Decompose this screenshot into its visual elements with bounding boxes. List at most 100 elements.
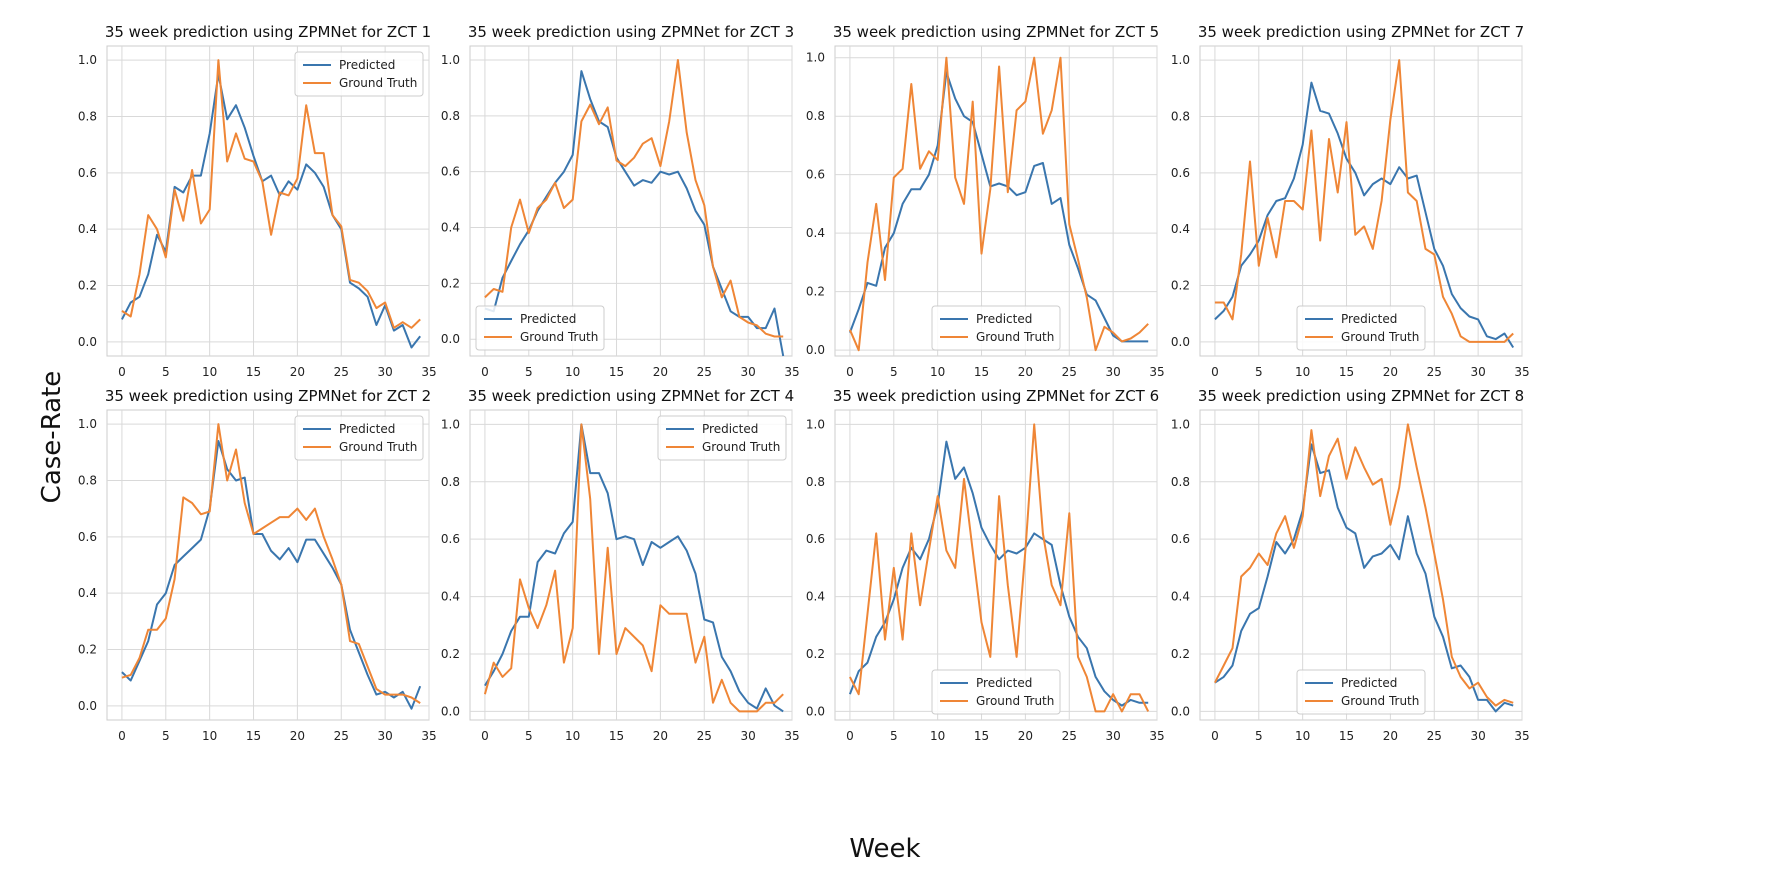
y-tick-label: 0.2 [806, 285, 825, 299]
legend-box [931, 669, 1061, 715]
subplot-5: 0 5 10 15 20 25 30 35 0.0 0.2 0.4 0.6 0.8 1.0 35 week … [78, 387, 437, 743]
x-tick-label: 25 [1062, 365, 1077, 379]
y-tick-label: 0.4 [441, 590, 460, 604]
series-line-ground-truth [483, 423, 784, 713]
legend-label: Ground Truth [520, 330, 598, 344]
legend-box [475, 305, 605, 351]
subplot-title: 35 week prediction using ZPMNet for ZCT … [105, 387, 431, 405]
x-tick-label: 30 [1105, 365, 1120, 379]
legend-label: Predicted [976, 312, 1032, 326]
x-tick-label: 15 [1339, 729, 1354, 743]
y-tick-label: 0.8 [1171, 109, 1190, 123]
figure-y-axis-label: Case-Rate [37, 370, 67, 504]
x-tick-label: 5 [1255, 365, 1263, 379]
x-tick-label: 5 [525, 729, 533, 743]
y-tick-label: 0.2 [806, 647, 825, 661]
legend-box [294, 51, 424, 97]
x-tick-label: 30 [377, 365, 392, 379]
y-tick-label: 0.4 [806, 590, 825, 604]
x-tick-label: 30 [1470, 729, 1485, 743]
x-tick-label: 35 [421, 365, 436, 379]
y-tick-label: 1.0 [78, 417, 97, 431]
x-tick-label: 10 [202, 365, 217, 379]
legend-label: Ground Truth [702, 440, 780, 454]
x-tick-label: 10 [930, 729, 945, 743]
x-tick-label: 20 [1383, 365, 1398, 379]
y-tick-label: 0.2 [78, 643, 97, 657]
y-tick-label: 0.4 [1171, 590, 1190, 604]
x-tick-label: 0 [481, 729, 489, 743]
x-tick-label: 15 [246, 365, 261, 379]
x-tick-label: 10 [930, 365, 945, 379]
subplot-title: 35 week prediction using ZPMNet for ZCT … [833, 387, 1159, 405]
y-tick-label: 0.0 [806, 704, 825, 718]
y-tick-label: 1.0 [1171, 53, 1190, 67]
x-tick-label: 20 [1383, 729, 1398, 743]
y-tick-label: 0.6 [806, 168, 825, 182]
plot-area [469, 409, 793, 721]
legend-label: Predicted [339, 58, 395, 72]
legend-box [1296, 669, 1426, 715]
x-tick-label: 30 [740, 729, 755, 743]
x-tick-label: 30 [740, 365, 755, 379]
subplot-1: 0 5 10 15 20 25 30 35 0.0 0.2 0.4 0.6 0.8 1.0 35 week … [78, 23, 437, 379]
y-tick-label: 0.8 [78, 473, 97, 487]
y-tick-label: 0.8 [441, 475, 460, 489]
y-tick-label: 0.2 [441, 276, 460, 290]
y-tick-label: 1.0 [78, 53, 97, 67]
x-tick-label: 0 [1211, 729, 1219, 743]
x-tick-label: 15 [246, 729, 261, 743]
y-tick-label: 0.4 [1171, 222, 1190, 236]
legend-label: Ground Truth [1341, 330, 1419, 344]
x-tick-label: 35 [1514, 365, 1529, 379]
x-tick-label: 0 [846, 729, 854, 743]
x-tick-label: 20 [290, 729, 305, 743]
series-line-predicted [121, 440, 422, 710]
x-tick-label: 10 [1295, 365, 1310, 379]
x-tick-label: 25 [697, 729, 712, 743]
x-tick-label: 5 [890, 729, 898, 743]
x-tick-label: 35 [784, 365, 799, 379]
y-tick-label: 0.2 [1171, 279, 1190, 293]
subplot-title: 35 week prediction using ZPMNet for ZCT … [1198, 387, 1524, 405]
y-tick-label: 0.6 [806, 532, 825, 546]
x-tick-label: 25 [334, 365, 349, 379]
x-tick-label: 30 [1105, 729, 1120, 743]
legend-label: Predicted [520, 312, 576, 326]
x-tick-label: 0 [1211, 365, 1219, 379]
x-tick-label: 0 [481, 365, 489, 379]
y-tick-label: 0.8 [806, 475, 825, 489]
x-tick-label: 5 [162, 729, 170, 743]
series-line-ground-truth [1214, 59, 1514, 343]
series-line-ground-truth [848, 56, 1149, 352]
x-tick-label: 30 [377, 729, 392, 743]
subplot-title: 35 week prediction using ZPMNet for ZCT … [1198, 23, 1524, 41]
x-tick-label: 35 [421, 729, 436, 743]
x-tick-label: 15 [974, 365, 989, 379]
subplot-7: 0 5 10 15 20 25 30 35 0.0 0.2 0.4 0.6 0.8 1.0 35 week … [806, 387, 1165, 743]
x-tick-label: 35 [784, 729, 799, 743]
legend: Predicted Ground Truth [931, 669, 1061, 715]
x-tick-label: 5 [890, 365, 898, 379]
x-tick-label: 15 [609, 729, 624, 743]
y-tick-label: 0.8 [78, 109, 97, 123]
y-tick-label: 0.2 [78, 279, 97, 293]
legend-label: Ground Truth [976, 330, 1054, 344]
x-tick-label: 25 [1427, 365, 1442, 379]
legend-box [294, 415, 424, 461]
x-tick-label: 0 [118, 365, 126, 379]
y-tick-label: 0.0 [806, 343, 825, 357]
x-tick-label: 5 [162, 365, 170, 379]
y-tick-label: 0.6 [1171, 532, 1190, 546]
legend-label: Predicted [976, 676, 1032, 690]
x-tick-label: 5 [525, 365, 533, 379]
legend: Predicted Ground Truth [475, 305, 605, 351]
y-tick-label: 0.8 [806, 109, 825, 123]
subplot-3: 0 5 10 15 20 25 30 35 0.0 0.2 0.4 0.6 0.8 1.0 35 week … [806, 23, 1165, 379]
y-tick-label: 0.0 [78, 335, 97, 349]
y-tick-label: 0.0 [441, 704, 460, 718]
x-tick-label: 5 [1255, 729, 1263, 743]
y-tick-label: 0.6 [441, 165, 460, 179]
legend-label: Predicted [1341, 676, 1397, 690]
